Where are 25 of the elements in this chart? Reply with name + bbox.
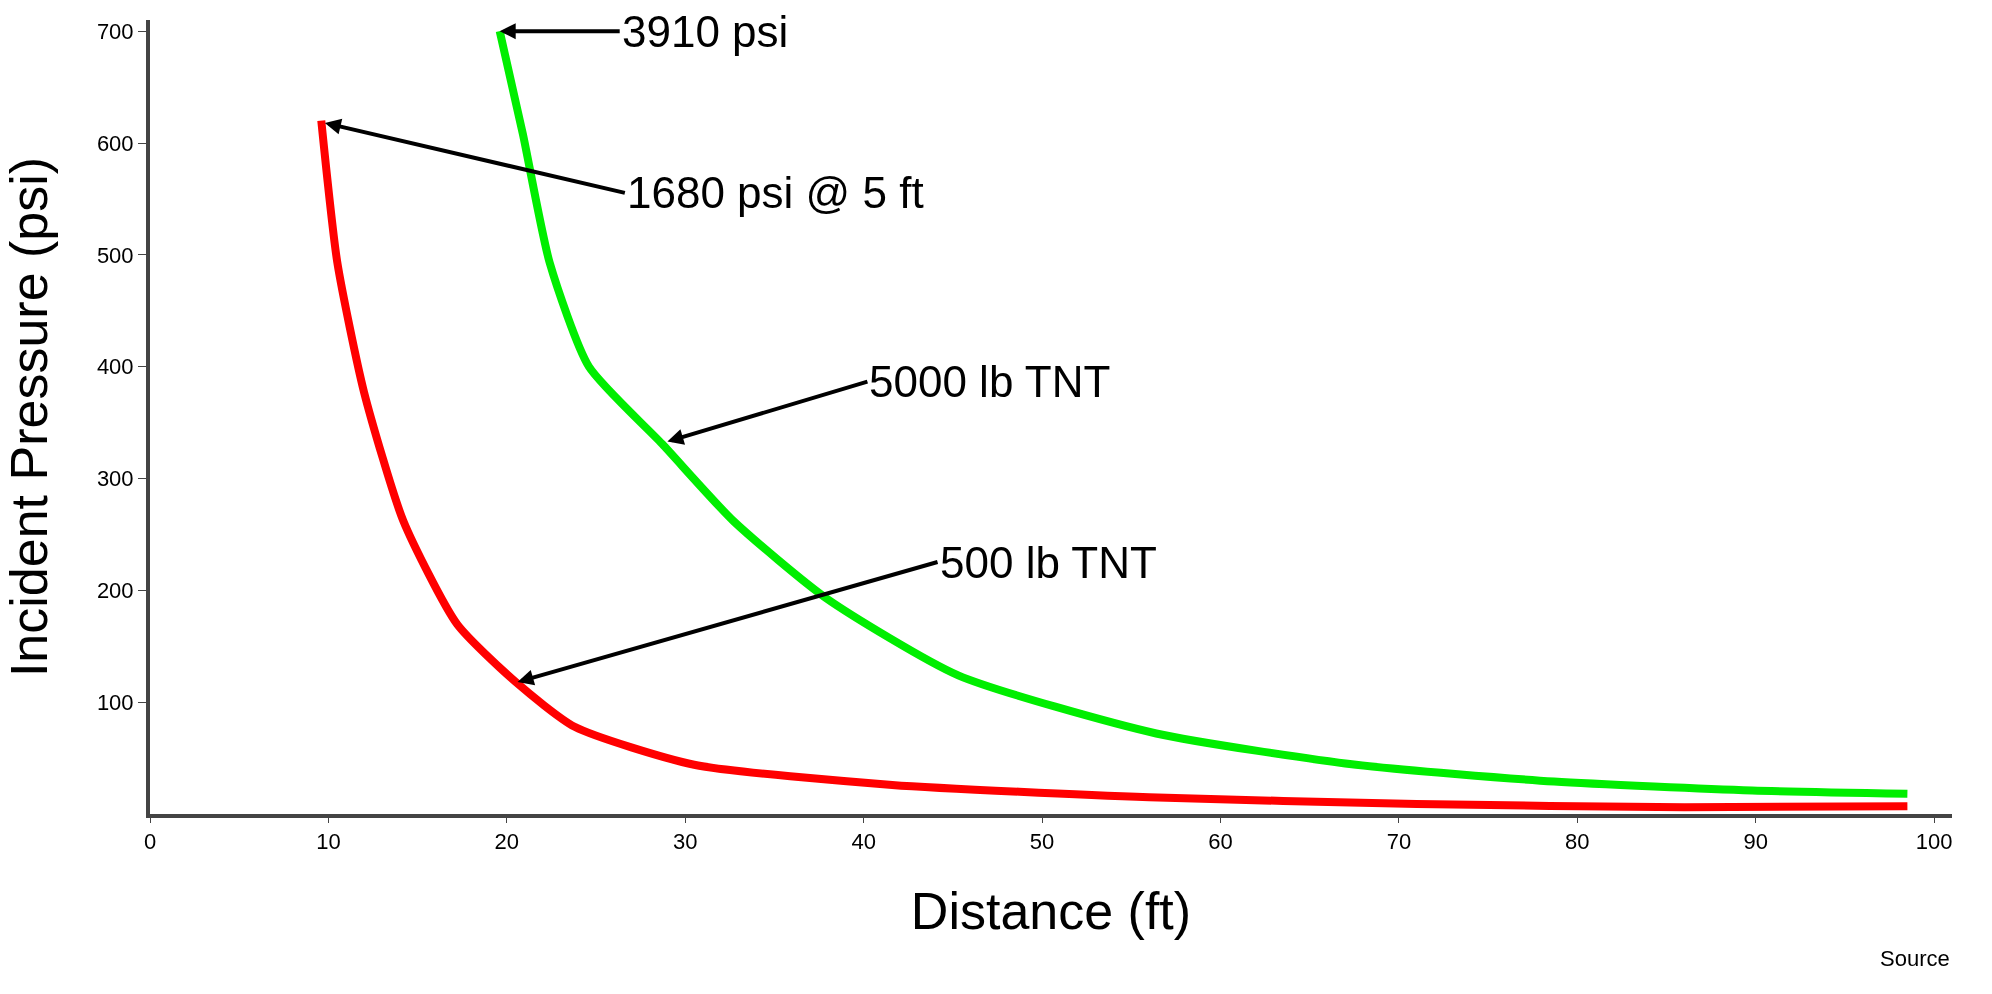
x-tick-label: 60: [1208, 829, 1233, 855]
y-tick-label: 400: [96, 354, 134, 380]
y-axis-title: Incident Pressure (psi): [0, 156, 58, 678]
annotation: 3910 psi: [622, 7, 789, 56]
x-tick-label: 70: [1386, 829, 1412, 855]
x-tick-label: 50: [1029, 829, 1055, 855]
y-tick-label: 300: [96, 466, 134, 492]
y-tick-label: 200: [96, 578, 134, 604]
x-tick-label: 10: [316, 829, 341, 855]
annotation: 1680 psi @ 5 ft: [627, 168, 924, 217]
x-tick-label: 40: [851, 829, 876, 855]
text: Source: [1880, 946, 1950, 971]
x-axis-title: Distance (ft): [910, 881, 1192, 940]
annotation: 500 lb TNT: [940, 538, 1157, 587]
x-tick-label: 0: [143, 829, 157, 855]
y-tick-label: 600: [96, 130, 134, 156]
annotation: 5000 lb TNT: [869, 357, 1111, 406]
x-tick-label: 90: [1743, 829, 1768, 855]
x-tick-label: 30: [673, 829, 698, 855]
x-tick-label: 80: [1565, 829, 1590, 855]
x-tick-label: 100: [1915, 829, 1953, 855]
y-tick-label: 100: [96, 689, 134, 715]
y-tick-label: 700: [96, 18, 134, 44]
y-tick-label: 500: [96, 242, 134, 268]
x-tick-label: 20: [494, 829, 520, 855]
